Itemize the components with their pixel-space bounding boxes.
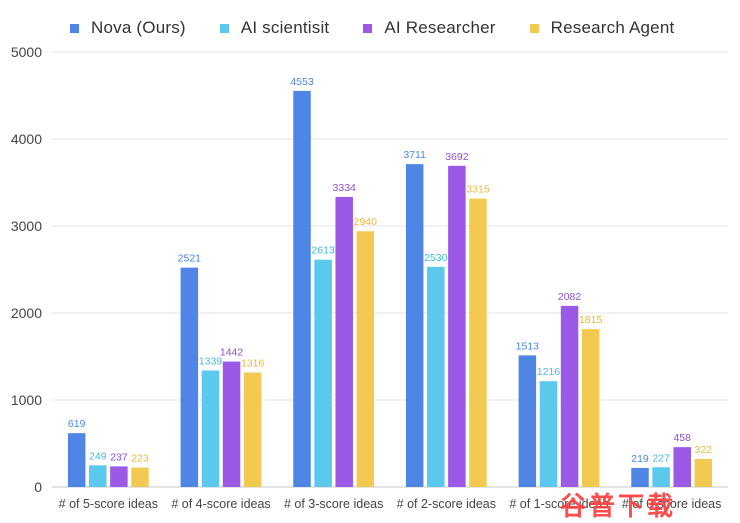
bar (293, 90, 311, 487)
bar (405, 164, 424, 487)
y-tick-label: 0 (34, 479, 42, 495)
data-label: 219 (631, 453, 649, 465)
legend-swatch (219, 23, 229, 33)
data-label: 2082 (558, 291, 582, 303)
data-label: 3315 (466, 184, 490, 196)
data-label: 1815 (579, 314, 603, 326)
x-tick-label: # of 3-score ideas (284, 497, 383, 511)
data-label: 1216 (537, 366, 561, 378)
data-label: 4553 (290, 76, 314, 88)
data-label: 1442 (220, 347, 244, 359)
legend-swatch (70, 23, 79, 33)
y-tick-label: 3000 (11, 218, 42, 234)
legend-label: Nova (Ours) (91, 18, 186, 37)
chart-legend: Nova (Ours) AI scientisit AI Researcher Res… (70, 16, 708, 40)
data-label: 1339 (199, 356, 223, 368)
bar (448, 165, 466, 487)
x-tick-label: # of 0-score ideas (622, 497, 721, 511)
data-label: 3692 (445, 151, 469, 163)
data-label: 2940 (354, 216, 378, 228)
bar (180, 267, 199, 487)
data-label: 227 (652, 452, 670, 464)
legend-item[interactable]: Research Agent (529, 18, 675, 38)
data-label: 619 (68, 418, 86, 430)
bar (201, 370, 220, 487)
legend-item[interactable]: AI Researcher (363, 18, 495, 38)
y-tick-label: 5000 (11, 44, 42, 60)
bar (539, 381, 558, 487)
bar (110, 466, 128, 487)
bar (335, 196, 353, 487)
bar (518, 355, 537, 487)
y-tick-label: 1000 (11, 392, 42, 408)
data-label: 2521 (178, 253, 202, 265)
bar (581, 329, 600, 487)
legend-item[interactable]: AI scientisit (219, 18, 330, 38)
data-label: 3711 (403, 149, 426, 161)
legend-label: AI scientisit (240, 18, 330, 37)
bar (356, 231, 375, 487)
y-tick-label: 2000 (11, 305, 42, 321)
bar (694, 458, 713, 487)
bar (89, 465, 107, 487)
legend-swatch (529, 23, 539, 33)
bar (652, 467, 670, 487)
bar (131, 467, 149, 487)
data-label: 249 (89, 450, 107, 462)
x-tick-label: # of 5-score ideas (59, 497, 158, 511)
data-label: 322 (695, 444, 713, 456)
x-tick-label: # of 2-score ideas (397, 497, 496, 511)
legend-swatch (363, 23, 373, 33)
data-label: 458 (673, 432, 691, 444)
bar (631, 467, 649, 487)
x-tick-label: # of 4-score ideas (171, 497, 270, 511)
data-label: 2530 (424, 252, 448, 264)
bar (469, 198, 487, 487)
y-tick-label: 4000 (11, 131, 42, 147)
bar (243, 372, 262, 487)
data-label: 1513 (516, 340, 540, 352)
data-label: 237 (110, 451, 128, 463)
data-label: 2613 (311, 245, 335, 257)
bar (67, 433, 86, 487)
x-tick-label: # of 1-score ideas (509, 497, 608, 511)
bar (427, 266, 445, 487)
bar (222, 361, 241, 487)
bar (314, 259, 332, 487)
bar (673, 447, 691, 487)
data-label: 223 (131, 453, 149, 465)
watermark-logo: 谷普下载 (560, 492, 677, 522)
data-label: 1316 (241, 358, 265, 370)
data-label: 3334 (333, 182, 357, 194)
legend-label: Research Agent (550, 18, 675, 37)
legend-label: AI Researcher (384, 18, 496, 37)
bar (560, 305, 579, 487)
legend-item[interactable]: Nova (Ours) (70, 18, 186, 38)
